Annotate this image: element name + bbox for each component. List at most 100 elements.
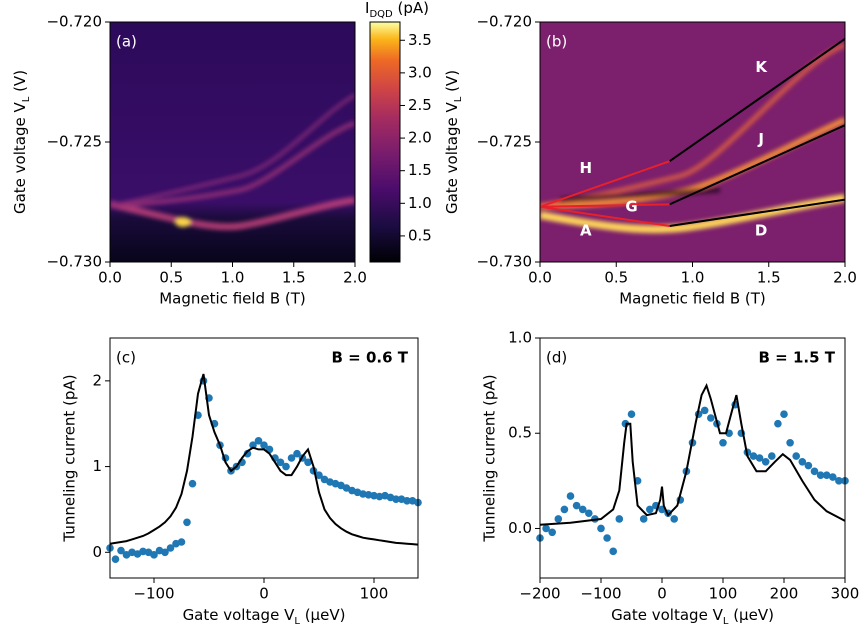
data-line [669, 124, 846, 206]
data-point [822, 471, 831, 479]
y-tick-label: 0.0 [508, 519, 532, 537]
data-point [798, 458, 807, 466]
data-point [792, 452, 800, 460]
colorbar-label-part: (pA) [393, 0, 429, 17]
colorbar-tick-label: 0.5 [408, 226, 432, 244]
y-tick-label: −0.720 [46, 13, 102, 31]
data-point [166, 544, 175, 552]
y-tick-label: 2 [92, 371, 102, 389]
panel-label: (b) [546, 33, 567, 51]
plot-frame [539, 337, 846, 579]
x-tick-label: 200 [770, 585, 799, 603]
data-point [780, 410, 788, 418]
panel: 0.0 0.5 1.0 1.5 2.0 −0.730 −0.725 −0.720 Magneti… [11, 0, 432, 308]
data-point [554, 515, 563, 523]
data-point [810, 467, 819, 476]
heatmap-a [110, 22, 355, 262]
data-point [183, 518, 191, 527]
x-axis-label-part: Gate voltage V [183, 606, 296, 624]
data-point [768, 452, 776, 460]
data-point [597, 524, 605, 533]
x-tick-label: 100 [360, 585, 389, 603]
data-line [669, 37, 846, 163]
data-point [774, 419, 782, 428]
x-axis-label-part: L [723, 616, 729, 627]
y-axis-label: Gate voltage VL (V) [11, 70, 32, 214]
data-point [542, 524, 550, 533]
panel-label: (a) [116, 33, 137, 51]
x-axis-label: Gate voltage VL (μeV) [183, 606, 346, 627]
data-point [786, 438, 794, 447]
x-tick-label: 1.5 [282, 269, 306, 287]
y-axis-label-part: (V) [443, 70, 461, 97]
data-point [254, 437, 263, 445]
data-line [109, 373, 419, 546]
data-point [609, 547, 617, 556]
data-line [539, 203, 670, 208]
data-point [719, 438, 727, 447]
annotation: A [580, 221, 592, 239]
colorbar-tick-label: 1.0 [408, 194, 432, 212]
y-axis-label-part: L [21, 96, 32, 102]
x-tick-label: 2.0 [833, 269, 857, 287]
data-point [403, 497, 411, 505]
y-tick-label: 0.5 [508, 424, 532, 442]
y-tick-label: −0.725 [46, 133, 102, 151]
y-tick-label: 1.0 [508, 329, 532, 347]
data-point [282, 462, 290, 471]
annotation: G [625, 197, 637, 215]
x-tick-label: −200 [519, 585, 560, 603]
data-point [761, 458, 770, 466]
annotation: D [755, 221, 767, 239]
y-axis-label: Tunneling current (pA) [481, 374, 499, 542]
data-point [304, 458, 312, 467]
y-axis-label-part: Gate voltage V [11, 102, 29, 215]
data-point [829, 473, 837, 481]
annotation: H [579, 159, 592, 177]
x-axis-label-part: Gate voltage V [611, 606, 724, 624]
data-point [755, 454, 764, 462]
data-point [615, 515, 624, 523]
x-tick-label: −100 [133, 585, 174, 603]
y-axis-label-part: (V) [11, 70, 29, 97]
data-point [177, 538, 186, 546]
data-line [539, 382, 846, 526]
colorbar [370, 22, 400, 262]
data-point [700, 406, 709, 415]
colorbar-tick-label: 3.5 [408, 31, 432, 49]
y-tick-label: −0.720 [476, 13, 532, 31]
y-axis-label: Tunneling current (pA) [61, 374, 79, 542]
y-tick-label: −0.730 [46, 253, 102, 271]
y-axis-label: Gate voltage VL (V) [443, 70, 464, 214]
data-line [539, 160, 670, 208]
data-line [669, 198, 846, 227]
annotation: J [757, 130, 764, 148]
data-point [161, 548, 169, 557]
data-point [804, 461, 813, 470]
x-tick-label: 2.0 [343, 269, 367, 287]
data-point [188, 479, 197, 488]
data-point [707, 414, 715, 422]
data-point [287, 454, 296, 462]
x-tick-label: 100 [709, 585, 738, 603]
colorbar-label: IDQD (pA) [365, 0, 429, 20]
data-point [560, 505, 569, 514]
x-axis-label-part: L [294, 616, 300, 627]
x-tick-label: 0 [259, 585, 269, 603]
colorbar-label-part: DQD [369, 9, 393, 20]
data-point [315, 471, 323, 479]
data-point [111, 555, 120, 563]
data-point [646, 505, 654, 514]
colorbar-frame [369, 21, 401, 263]
y-tick-label: 1 [92, 457, 102, 475]
data-point [260, 441, 268, 449]
x-tick-label: 0.0 [98, 269, 122, 287]
data-point [627, 410, 636, 418]
panel-title: B = 0.6 T [332, 349, 409, 367]
x-tick-label: 0.5 [604, 269, 628, 287]
x-axis-label: Magnetic field B (T) [159, 290, 306, 308]
y-tick-label: 0 [92, 543, 102, 561]
x-tick-label: 0 [657, 585, 667, 603]
x-tick-label: 1.0 [221, 269, 245, 287]
data-point [117, 546, 125, 555]
